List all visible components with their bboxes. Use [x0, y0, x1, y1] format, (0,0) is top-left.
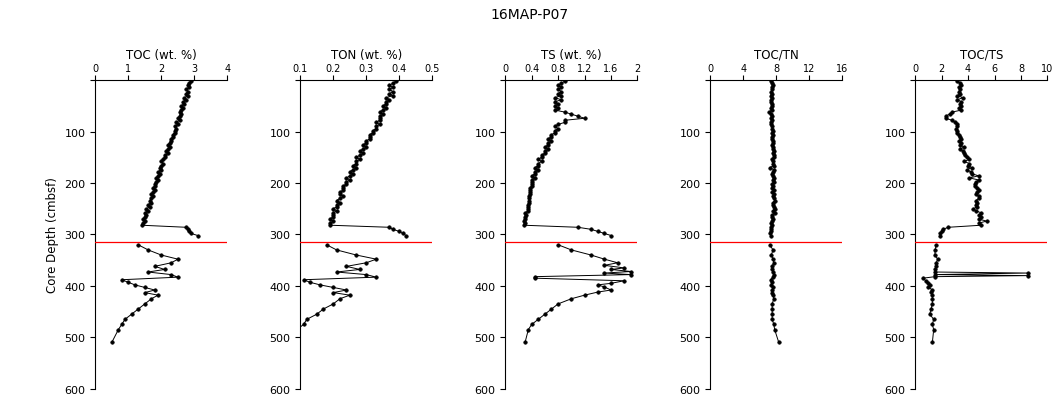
Y-axis label: Core Depth (cmbsf): Core Depth (cmbsf) [45, 177, 59, 293]
Title: TOC (wt. %): TOC (wt. %) [126, 49, 197, 62]
Title: TS (wt. %): TS (wt. %) [541, 49, 602, 62]
Title: TOC/TN: TOC/TN [754, 49, 799, 62]
Title: TOC/TS: TOC/TS [960, 49, 1003, 62]
Title: TON (wt. %): TON (wt. %) [331, 49, 402, 62]
Text: 16MAP-P07: 16MAP-P07 [490, 8, 568, 22]
